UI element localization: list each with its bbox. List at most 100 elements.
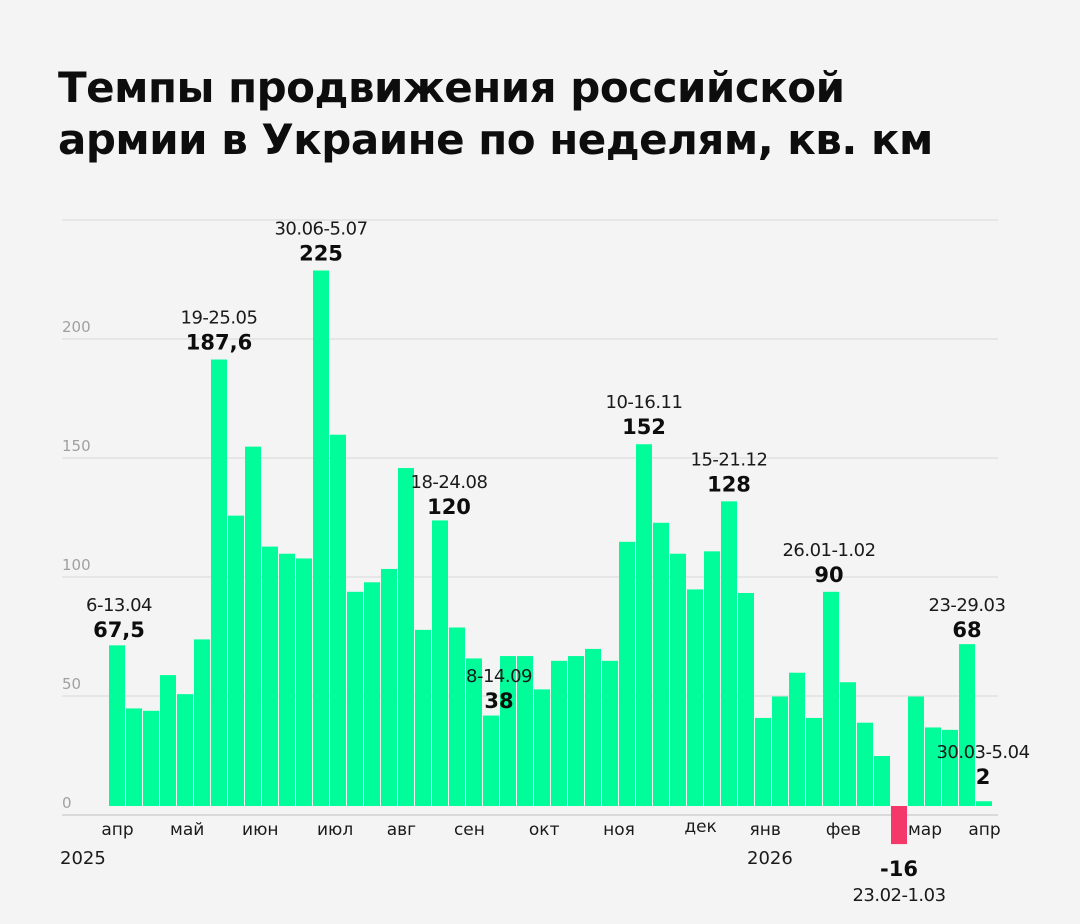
annotation-date: 30.06-5.07 [274,219,367,240]
y-tick-label: 0 [62,794,72,812]
x-tick-label: июн [242,820,278,840]
annotation: 30.03-5.042 [936,742,1030,789]
bar [789,672,805,806]
bar [483,715,499,806]
bar [755,717,771,806]
bar [381,568,397,806]
bar [534,689,550,806]
bar [806,717,822,806]
annotation-date: 18-24.08 [411,472,488,493]
annotation-date: 15-21.12 [691,449,768,470]
bar [738,592,754,806]
bar [687,589,703,806]
gridlines [62,219,998,816]
bar [908,696,924,806]
bar [976,801,992,806]
x-tick-label: ноя [603,820,635,840]
annotation-date: 19-25.05 [181,308,258,329]
y-axis-tick-labels: 0 50 100 150 200 [62,318,91,812]
bar [432,520,448,806]
annotation-date: 23.02-1.03 [852,885,945,906]
y-tick-label: 100 [62,556,91,574]
x-tick-label: апр [968,820,1000,840]
chart-title: Темпы продвижения российской армии в Укр… [58,62,1038,166]
x-tick-label: июл [317,820,353,840]
bar [126,708,142,806]
bar [466,658,482,806]
bar [143,710,159,806]
bar-negative [891,806,907,845]
x-tick-label: окт [529,820,560,840]
bar [772,696,788,806]
chart-title-line-2: армии в Украине по неделям, кв. км [58,115,933,164]
bar [330,434,346,806]
bar [517,656,533,806]
annotation-value: -16 [880,857,918,881]
x-tick-label: апр [101,820,133,840]
annotation-value: 187,6 [186,331,252,355]
bar [551,660,567,806]
bar [653,522,669,806]
y-tick-label: 200 [62,318,91,336]
bar [296,558,312,806]
year-label: 2026 [747,848,793,869]
annotation-value: 128 [707,472,751,496]
bar [619,541,635,806]
annotation-value: 90 [814,563,843,587]
annotation: -16 23.02-1.03 [852,857,946,906]
bar [228,515,244,806]
annotation-value: 38 [484,689,513,713]
bar [279,553,295,806]
y-tick-label: 150 [62,437,91,455]
bar [500,656,516,806]
bar [415,629,431,806]
bar [704,551,720,806]
bar [942,729,958,806]
bar [313,270,329,806]
annotation-date: 23-29.03 [929,595,1006,616]
annotation-value: 2 [976,765,991,789]
x-axis-year-labels: 2025 2026 [60,848,793,869]
x-tick-label: дек [684,817,716,837]
annotation-value: 152 [622,415,666,439]
bars [109,270,992,845]
bar [721,501,737,806]
bar [177,694,193,806]
bar [874,756,890,806]
y-tick-label: 50 [62,675,81,693]
bar [398,468,414,806]
bar [857,722,873,806]
bar [602,660,618,806]
x-tick-label: авг [387,820,416,840]
bar [670,553,686,806]
annotation-date: 10-16.11 [606,392,683,413]
bar [364,582,380,806]
annotation-value: 67,5 [93,618,145,642]
bar [636,444,652,806]
bar [840,682,856,806]
year-label: 2025 [60,848,106,869]
annotation-date: 26.01-1.02 [782,540,875,561]
bar [109,645,125,806]
annotation-date: 30.03-5.04 [936,742,1029,763]
x-tick-label: фев [826,820,861,840]
bar [245,446,261,806]
annotation-value: 120 [427,495,471,519]
x-tick-label: янв [750,820,781,840]
bar [585,648,601,806]
x-tick-label: мар [908,820,942,840]
bar [194,639,210,806]
bar [568,656,584,806]
bar [262,546,278,806]
